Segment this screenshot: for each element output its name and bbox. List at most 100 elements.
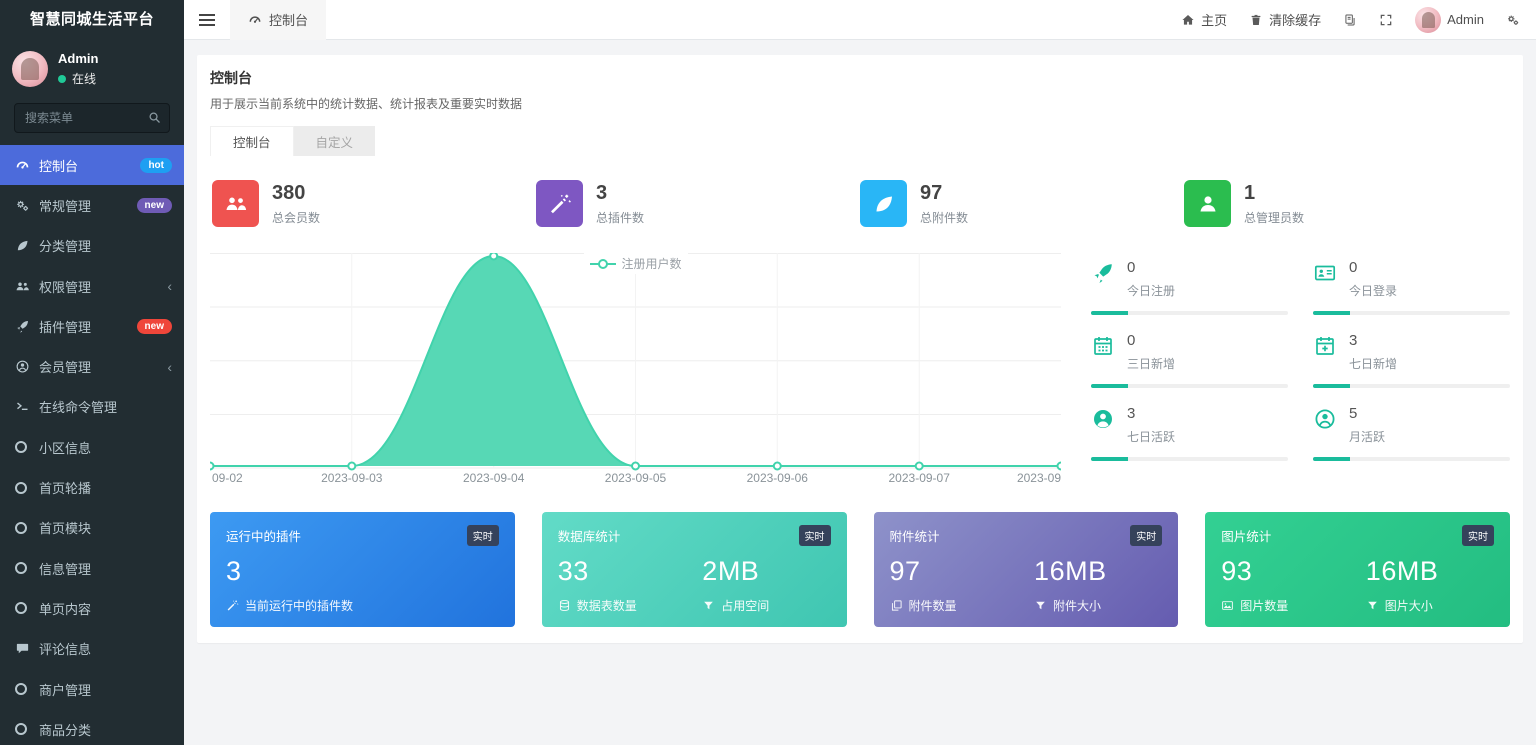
sidebar-item-comments[interactable]: 评论信息 [0,629,184,669]
settings-button[interactable] [1506,13,1520,27]
copy-icon [890,599,903,612]
circle-icon [15,723,39,736]
new-badge: new [136,318,172,334]
sidebar-item-online-commands[interactable]: 在线命令管理 [0,387,184,427]
sidebar-item-product-categories[interactable]: 商品分类 [0,709,184,745]
sidebar-item-dashboard[interactable]: 控制台 hot [0,145,184,186]
search-icon[interactable] [147,110,162,128]
tab-custom[interactable]: 自定义 [293,126,376,156]
chart-legend[interactable]: 注册用户数 [583,253,688,274]
language-icon [1343,13,1357,27]
user-circle-icon [15,359,39,374]
clear-cache-button[interactable]: 清除缓存 [1249,10,1321,29]
user-status: 在线 [58,70,98,87]
svg-text:2023-09-05: 2023-09-05 [605,471,667,485]
hamburger-menu-icon[interactable] [184,0,230,40]
realtime-badge: 实时 [1462,525,1494,546]
status-label: 在线 [72,72,97,86]
avatar[interactable] [12,51,48,87]
svg-text:09-02: 09-02 [212,471,243,485]
topbar: 控制台 主页 清除缓存 Admin [184,0,1536,40]
summary-cards: 运行中的插件 实时 3 当前运行中的插件数 [210,512,1510,627]
gauge-icon [248,13,262,27]
mini-stat-3day-new: 0 三日新增 [1091,326,1288,399]
card-attachment-stats: 附件统计 实时 97 附件数量 [873,512,1179,627]
sidebar-item-home-carousel[interactable]: 首页轮播 [0,467,184,507]
circle-icon [15,481,39,494]
card-running-plugins: 运行中的插件 实时 3 当前运行中的插件数 [210,512,515,627]
dashboard-panel: 控制台 用于展示当前系统中的统计数据、统计报表及重要实时数据 控制台 自定义 3… [197,55,1523,643]
trash-icon [1249,13,1263,27]
sidebar-item-plugins[interactable]: 插件管理 new [0,306,184,346]
svg-text:2023-09-06: 2023-09-06 [747,471,809,485]
mini-stat-7day-active: 3 七日活跃 [1091,399,1288,472]
mini-stat-today-registered: 0 今日注册 [1091,253,1288,326]
realtime-badge: 实时 [798,525,831,546]
app-logo: 智慧同城生活平台 [0,0,184,40]
sidebar-item-general[interactable]: 常规管理 new [0,185,184,225]
tab-dashboard[interactable]: 控制台 [210,126,294,156]
mini-stats-grid: 0 今日注册 0 今日登录 [1091,253,1510,486]
progress-bar [1313,311,1510,315]
sidebar-item-permissions[interactable]: 权限管理 ‹ [0,266,184,306]
registered-users-chart: 注册用户数 [210,253,1061,486]
users-icon [15,279,39,294]
stat-total-plugins: 3 总插件数 [536,180,860,227]
circle-icon [15,562,39,575]
card-image-stats: 图片统计 实时 93 图片数量 [1205,512,1510,627]
rocket-icon [1091,261,1115,285]
sidebar-item-merchants[interactable]: 商户管理 [0,669,184,709]
stat-total-attachments: 97 总附件数 [860,180,1184,227]
stat-total-members: 380 总会员数 [212,180,536,227]
language-button[interactable] [1343,13,1357,27]
magic-wand-icon [536,180,583,227]
card-database-stats: 数据库统计 实时 33 数据表数量 [541,512,847,627]
topbar-tab-dashboard[interactable]: 控制台 [230,0,327,40]
area-chart-canvas: 09-02 2023-09-03 2023-09-04 2023-09-05 2… [210,253,1061,485]
svg-text:2023-09-03: 2023-09-03 [321,471,383,485]
leaf-icon [860,180,907,227]
page-title: 控制台 [210,70,252,86]
user-circle-icon [1313,407,1337,431]
sidebar-item-single-page[interactable]: 单页内容 [0,588,184,628]
filter-icon [1034,599,1047,612]
terminal-icon [15,399,39,414]
user-icon [1184,180,1231,227]
mini-stat-month-active: 5 月活跃 [1313,399,1510,472]
realtime-badge: 实时 [1130,525,1163,546]
filter-icon [702,599,715,612]
svg-text:2023-09: 2023-09 [1017,471,1061,485]
circle-icon [15,441,39,454]
avatar [1415,6,1442,33]
hot-badge: hot [140,157,172,173]
topbar-user[interactable]: Admin [1415,6,1484,33]
sidebar-item-members[interactable]: 会员管理 ‹ [0,346,184,386]
expand-icon [1379,13,1393,27]
svg-text:2023-09-04: 2023-09-04 [463,471,525,485]
content: 控制台 用于展示当前系统中的统计数据、统计报表及重要实时数据 控制台 自定义 3… [184,40,1536,745]
leaf-icon [15,238,39,253]
panel-tabs: 控制台 自定义 [210,126,1510,156]
user-name: Admin [58,51,99,66]
stats-row: 380 总会员数 3 总插件数 97 [212,180,1508,227]
progress-bar [1091,311,1288,315]
image-icon [1221,599,1234,612]
search-input[interactable] [14,103,170,133]
home-link[interactable]: 主页 [1181,10,1227,29]
sidebar-item-info-management[interactable]: 信息管理 [0,548,184,588]
user-fill-icon [1091,407,1115,431]
comment-icon [15,641,39,656]
sidebar-item-community-info[interactable]: 小区信息 [0,427,184,467]
id-card-icon [1313,261,1337,285]
sidebar-item-category[interactable]: 分类管理 [0,226,184,266]
filter-icon [1366,599,1379,612]
sidebar-item-home-modules[interactable]: 首页模块 [0,508,184,548]
cogs-icon [1506,13,1520,27]
fullscreen-button[interactable] [1379,13,1393,27]
chevron-left-icon: ‹ [167,278,172,295]
users-icon [212,180,259,227]
gauge-icon [15,158,39,173]
chevron-left-icon: ‹ [167,358,172,375]
rocket-icon [15,319,39,334]
